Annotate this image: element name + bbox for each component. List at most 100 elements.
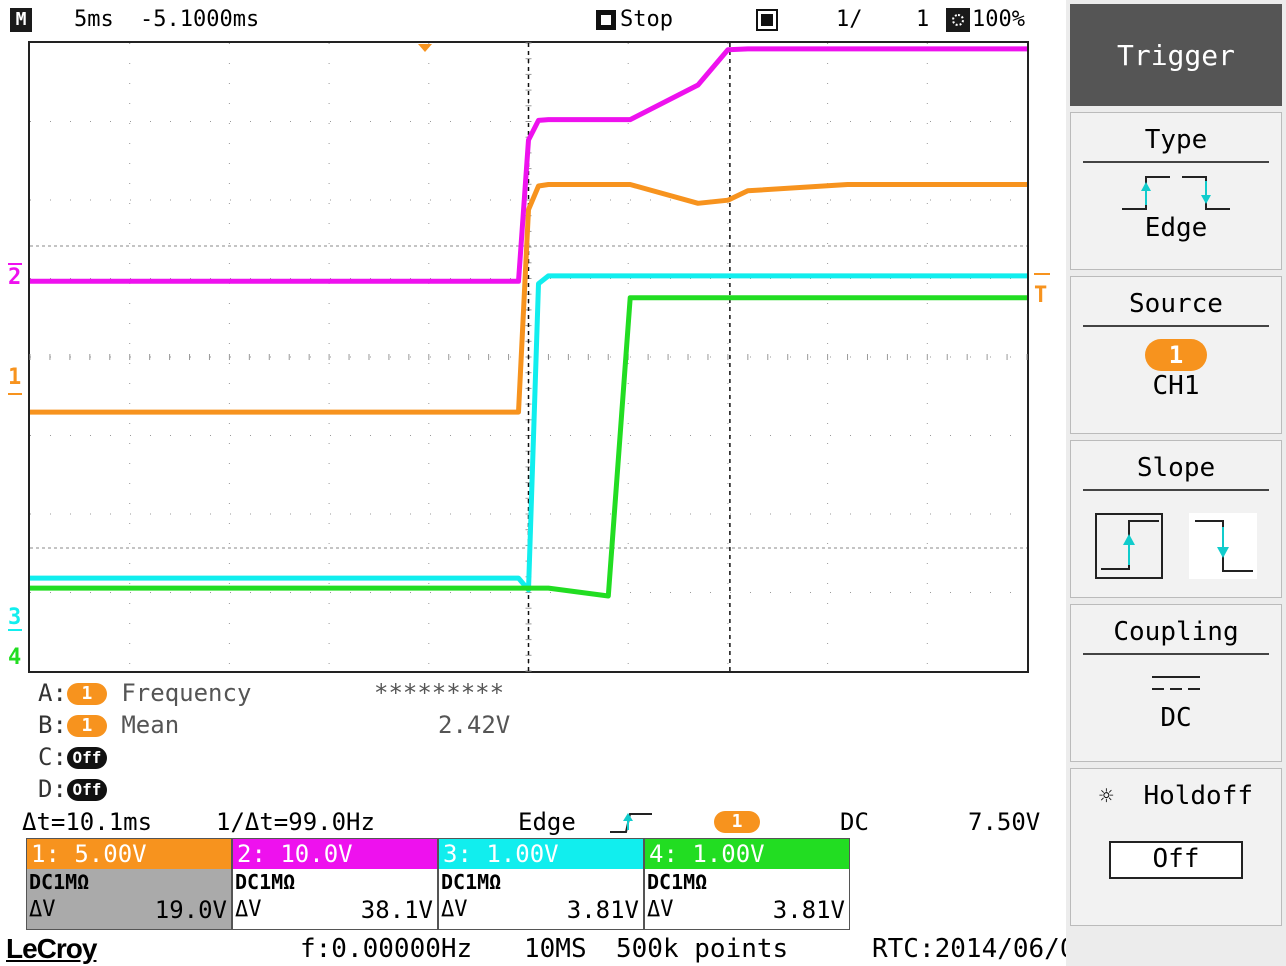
mode-badge: M	[10, 8, 32, 32]
ch1-marker[interactable]: 1	[8, 365, 22, 390]
dc-coupling-icon	[1152, 676, 1200, 690]
measurement-slot: C:	[38, 743, 67, 771]
trigger-menu: Trigger Type Edge Source 1 CH1 Slope	[1066, 0, 1286, 966]
channel-2-box[interactable]: 2: 10.0V DC1MΩ ΔV 38.1V	[232, 838, 438, 930]
sequence-readout: 1/	[836, 7, 863, 32]
stop-icon	[596, 10, 616, 30]
measurement-name: Mean	[121, 711, 180, 739]
channel-3-coupling: DC1MΩ	[441, 870, 502, 894]
trigger-level-label[interactable]: T	[1034, 283, 1048, 308]
source-badge: 1	[66, 683, 107, 705]
trigger-type-button[interactable]: Type Edge	[1070, 112, 1282, 270]
type-value: Edge	[1144, 213, 1208, 243]
trigger-source-button[interactable]: Source 1 CH1	[1070, 276, 1282, 434]
measurement-d[interactable]: D: Off	[38, 774, 107, 804]
intensity-readout: 100%	[972, 7, 1025, 32]
measurement-b[interactable]: B: 1 Mean	[38, 710, 179, 740]
measurement-slot: D:	[38, 775, 67, 803]
status-bar: M 5ms -5.1000ms Stop 1/ 1 100%	[0, 0, 1066, 40]
acquisition-icon	[756, 9, 778, 31]
channel-3-box[interactable]: 3: 1.00V DC1MΩ ΔV 3.81V	[438, 838, 644, 930]
rising-edge-icon	[610, 813, 652, 833]
inverse-delta-t-readout: 1/Δt=99.0Hz	[216, 808, 375, 836]
slope-label: Slope	[1136, 453, 1216, 483]
delta-v-label: ΔV	[441, 897, 468, 922]
divider	[1083, 489, 1269, 491]
measurement-name: Frequency	[121, 679, 252, 707]
menu-title-label: Trigger	[1116, 39, 1235, 72]
divider	[1083, 653, 1269, 655]
rising-slope-icon	[1101, 520, 1159, 570]
type-label: Type	[1144, 125, 1208, 155]
channel-1-scale: 1: 5.00V	[27, 839, 231, 869]
trigger-level-readout: 7.50V	[968, 808, 1041, 836]
delta-v-label: ΔV	[647, 897, 674, 922]
measurement-b-value: 2.42V	[438, 711, 511, 739]
trigger-coupling-button[interactable]: Coupling DC	[1070, 604, 1282, 762]
source-label: Source	[1129, 289, 1223, 319]
edge-type-icon	[1122, 176, 1230, 210]
brand-logo: LeCroy	[6, 933, 97, 964]
measurement-slot: A:	[38, 679, 67, 707]
measurement-c[interactable]: C: Off	[38, 742, 107, 772]
trace-ch2	[30, 46, 1027, 284]
ch3-marker[interactable]: 3	[8, 605, 22, 630]
channel-4-coupling: DC1MΩ	[647, 870, 708, 894]
source-value: CH1	[1152, 371, 1200, 401]
ch3-marker-line	[8, 629, 22, 631]
channel-4-box[interactable]: 4: 1.00V DC1MΩ ΔV 3.81V	[644, 838, 850, 930]
trace-ch1	[30, 182, 1027, 415]
delta-v-label: ΔV	[29, 897, 56, 922]
channel-1-delta-v: 19.0V	[154, 896, 227, 924]
holdoff-knob-icon: ☼	[1098, 782, 1114, 810]
falling-slope-icon	[1195, 520, 1253, 572]
delay-readout[interactable]: -5.1000ms	[140, 7, 260, 32]
off-badge: Off	[66, 747, 107, 769]
waveform-traces	[30, 46, 1027, 599]
channel-4-scale: 4: 1.00V	[645, 839, 849, 869]
source-badge: 1	[66, 715, 107, 737]
menu-title: Trigger	[1070, 4, 1282, 106]
measurement-a-value: *********	[374, 679, 505, 707]
channel-2-delta-v: 38.1V	[360, 896, 433, 924]
intensity-icon	[946, 8, 970, 32]
delta-t-readout: Δt=10.1ms	[22, 808, 153, 836]
ch4-marker[interactable]: 4	[8, 645, 22, 670]
divider	[1083, 161, 1269, 163]
ch2-marker-line	[8, 263, 22, 265]
trigger-type-readout: Edge	[518, 808, 576, 836]
channel-3-delta-v: 3.81V	[566, 896, 639, 924]
divider	[1083, 325, 1269, 327]
trigger-coupling-readout: DC	[840, 808, 869, 836]
frequency-counter: f:0.00000Hz	[300, 934, 473, 964]
measurement-slot: B:	[38, 711, 67, 739]
falling-slope-option[interactable]	[1189, 513, 1257, 579]
measurement-a[interactable]: A: 1 Frequency	[38, 678, 251, 708]
coupling-label: Coupling	[1113, 617, 1239, 647]
delta-v-label: ΔV	[235, 897, 262, 922]
holdoff-label: Holdoff	[1143, 781, 1254, 811]
trigger-slope-button[interactable]: Slope	[1070, 440, 1282, 598]
coupling-value: DC	[1160, 703, 1192, 733]
source-badge: 1	[1145, 339, 1207, 371]
trigger-source-badge: 1	[714, 811, 760, 833]
run-state[interactable]: Stop	[620, 7, 673, 32]
holdoff-value: Off	[1109, 841, 1243, 879]
trace-ch4	[30, 295, 1027, 599]
sequence-total: 1	[916, 7, 930, 32]
timebase-readout[interactable]: 5ms	[74, 7, 114, 32]
channel-3-scale: 3: 1.00V	[439, 839, 643, 869]
channel-1-box[interactable]: 1: 5.00V DC1MΩ ΔV 19.0V	[26, 838, 232, 930]
channel-2-scale: 2: 10.0V	[233, 839, 437, 869]
channel-2-coupling: DC1MΩ	[235, 870, 296, 894]
ch2-marker[interactable]: 2	[8, 265, 22, 290]
off-badge: Off	[66, 779, 107, 801]
sample-points: 500k points	[616, 934, 789, 964]
trigger-source-value: 1	[714, 811, 760, 833]
channel-1-coupling: DC1MΩ	[29, 870, 90, 894]
record-length: 10MS	[524, 934, 587, 964]
ch1-marker-line	[8, 393, 22, 395]
holdoff-button[interactable]: ☼ Holdoff Off	[1070, 768, 1282, 926]
rising-slope-option[interactable]	[1095, 513, 1163, 579]
